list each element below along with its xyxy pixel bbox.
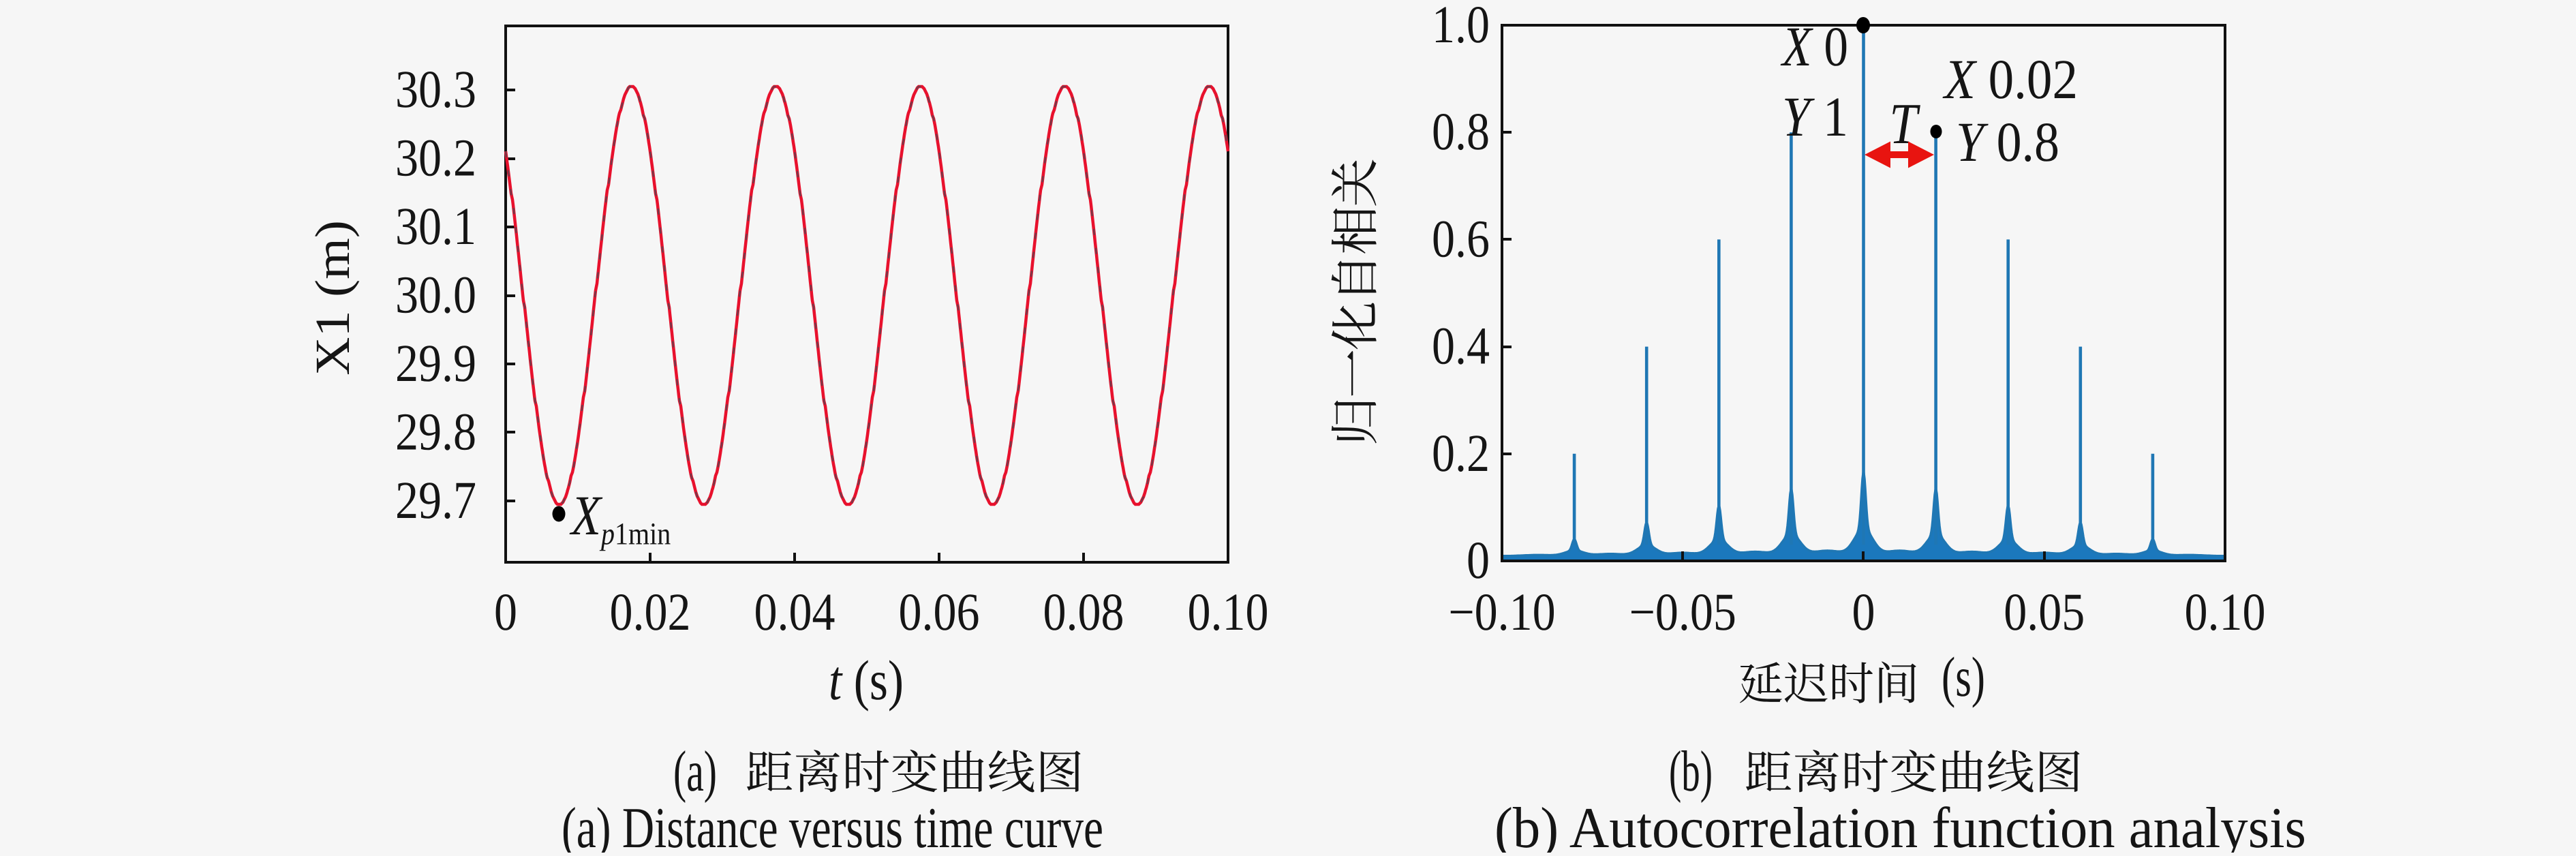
- svg-text:X 0: X 0: [1780, 15, 1848, 78]
- svg-text:30.1: 30.1: [395, 196, 476, 256]
- svg-text:1.0: 1.0: [1432, 0, 1490, 54]
- svg-text:X1 (m): X1 (m): [305, 220, 360, 376]
- svg-text:0.08: 0.08: [1043, 582, 1124, 641]
- svg-text:Y 1: Y 1: [1782, 85, 1848, 148]
- svg-text:29.8: 29.8: [395, 401, 476, 461]
- svg-text:30.0: 30.0: [395, 264, 476, 324]
- svg-text:0.10: 0.10: [1188, 582, 1269, 641]
- svg-text:0.06: 0.06: [899, 582, 980, 641]
- svg-text:0.04: 0.04: [754, 582, 835, 641]
- svg-text:0: 0: [1467, 530, 1490, 590]
- svg-text:0.6: 0.6: [1432, 209, 1490, 268]
- svg-text:−0.10: −0.10: [1448, 582, 1555, 641]
- svg-text:30.3: 30.3: [395, 59, 476, 119]
- svg-text:(a) Distance versus time curve: (a) Distance versus time curve: [562, 796, 1103, 853]
- svg-text:(a): (a): [673, 739, 717, 804]
- svg-text:(b) Autocorrelation function a: (b) Autocorrelation function analysis: [1494, 796, 2306, 853]
- svg-text:0.2: 0.2: [1432, 423, 1490, 483]
- svg-text:(s): (s): [1942, 645, 1985, 708]
- svg-text:30.2: 30.2: [395, 127, 476, 187]
- svg-text:t (s): t (s): [829, 649, 904, 712]
- svg-text:0.05: 0.05: [2004, 582, 2085, 641]
- svg-text:0.8: 0.8: [1432, 102, 1490, 161]
- svg-text:0.4: 0.4: [1432, 316, 1490, 375]
- svg-text:−0.05: −0.05: [1629, 582, 1736, 641]
- svg-text:0.10: 0.10: [2185, 582, 2266, 641]
- svg-text:X 0.02: X 0.02: [1942, 48, 2078, 110]
- svg-text:(b): (b): [1669, 739, 1713, 804]
- svg-text:29.7: 29.7: [395, 470, 476, 530]
- svg-text:0: 0: [1852, 582, 1875, 641]
- svg-text:0.02: 0.02: [610, 582, 691, 641]
- svg-text:0: 0: [494, 582, 517, 641]
- svg-text:29.9: 29.9: [395, 333, 476, 393]
- svg-text:Y 0.8: Y 0.8: [1956, 110, 2059, 173]
